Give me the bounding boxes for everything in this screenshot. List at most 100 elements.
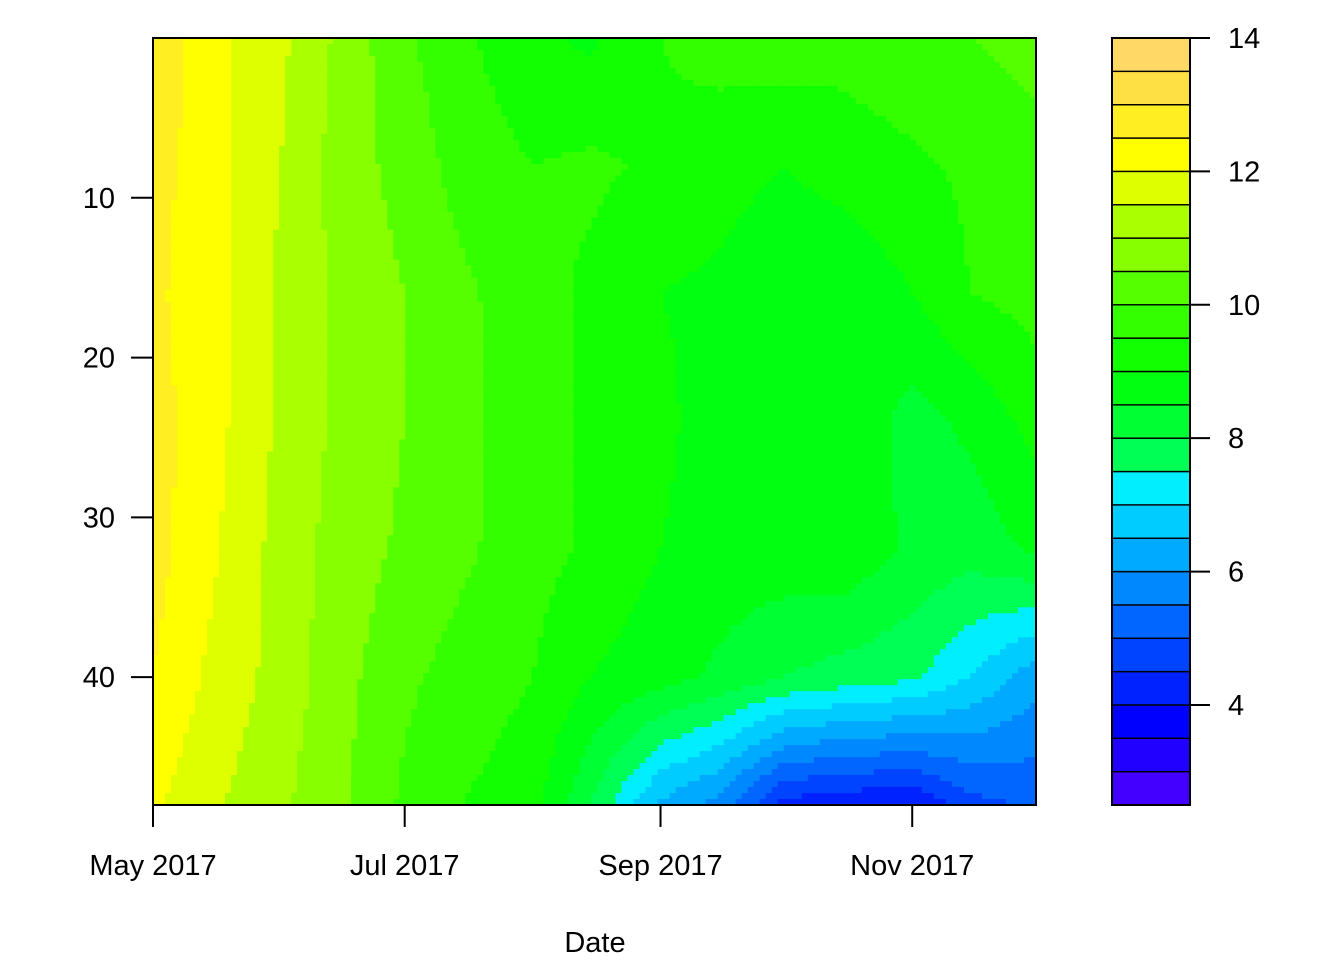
contour-cell [555,157,563,165]
contour-cell [495,145,502,153]
contour-cell [987,109,995,117]
contour-cell [315,169,322,177]
contour-cell [909,175,917,183]
contour-cell [297,73,304,81]
contour-cell [681,163,689,171]
contour-cell [477,211,484,219]
contour-cell [429,163,436,171]
contour-cell [465,79,472,87]
contour-cell [645,121,653,129]
contour-cell [183,91,190,99]
contour-cell [705,199,713,207]
contour-cell [729,67,737,75]
contour-cell [879,73,887,81]
contour-cell [693,79,701,87]
contour-cell [1005,121,1013,129]
contour-cell [285,181,292,189]
contour-cell [183,193,190,201]
contour-cell [963,61,971,69]
contour-cell [681,103,689,111]
contour-cell [207,73,214,81]
contour-cell [183,49,190,57]
contour-cell [375,133,382,141]
contour-cell [1023,91,1031,99]
contour-cell [1005,109,1013,117]
contour-cell [495,217,502,225]
contour-cell [579,43,587,51]
contour-cell [669,169,677,177]
contour-cell [333,121,340,129]
contour-cell [261,38,268,45]
contour-cell [417,199,424,207]
contour-cell [549,175,557,183]
contour-cell [993,169,1001,177]
contour-cell [1029,205,1037,213]
contour-cell [1005,103,1013,111]
contour-cell [741,133,749,141]
contour-cell [933,61,941,69]
contour-cell [681,145,689,153]
contour-cell [819,193,827,201]
contour-cell [957,121,965,129]
contour-cell [189,175,196,183]
contour-cell [729,205,737,213]
contour-cell [255,223,262,231]
contour-cell [747,109,755,117]
contour-cell [483,187,490,195]
contour-cell [351,157,358,165]
contour-cell [213,181,220,189]
contour-cell [369,109,376,117]
contour-cell [201,205,208,213]
contour-cell [327,157,334,165]
contour-cell [933,193,941,201]
contour-cell [519,139,527,147]
contour-cell [603,73,611,81]
contour-cell [435,175,442,183]
contour-cell [1017,103,1025,111]
contour-cell [189,199,196,207]
contour-cell [609,145,617,153]
contour-cell [291,103,298,111]
contour-cell [753,121,761,129]
contour-cell [837,91,845,99]
contour-cell [615,127,623,135]
contour-cell [681,43,689,51]
contour-cell [375,145,382,153]
contour-cell [555,193,563,201]
contour-cell [837,139,845,147]
contour-cell [783,223,791,231]
contour-cell [729,38,737,45]
contour-cell [807,157,815,165]
contour-cell [297,85,304,93]
contour-cell [453,157,460,165]
contour-cell [339,133,346,141]
contour-cell [477,169,484,177]
contour-cell [981,55,989,63]
contour-cell [423,91,430,99]
contour-cell [273,229,280,237]
contour-cell [687,205,695,213]
contour-cell [165,163,172,171]
contour-cell [495,43,502,51]
contour-cell [945,133,953,141]
contour-cell [705,115,713,123]
contour-cell [429,181,436,189]
contour-cell [741,151,749,159]
contour-cell [309,217,316,225]
contour-cell [345,193,352,201]
contour-cell [231,109,238,117]
contour-cell [981,79,989,87]
contour-cell [555,139,563,147]
contour-cell [999,217,1007,225]
contour-cell [873,199,881,207]
contour-cell [447,223,454,231]
contour-cell [969,217,977,225]
contour-cell [909,187,917,195]
contour-cell [987,223,995,231]
contour-cell [267,61,274,69]
contour-cell [705,38,713,45]
contour-cell [759,235,767,243]
contour-cell [837,169,845,177]
contour-cell [849,145,857,153]
contour-cell [585,115,593,123]
